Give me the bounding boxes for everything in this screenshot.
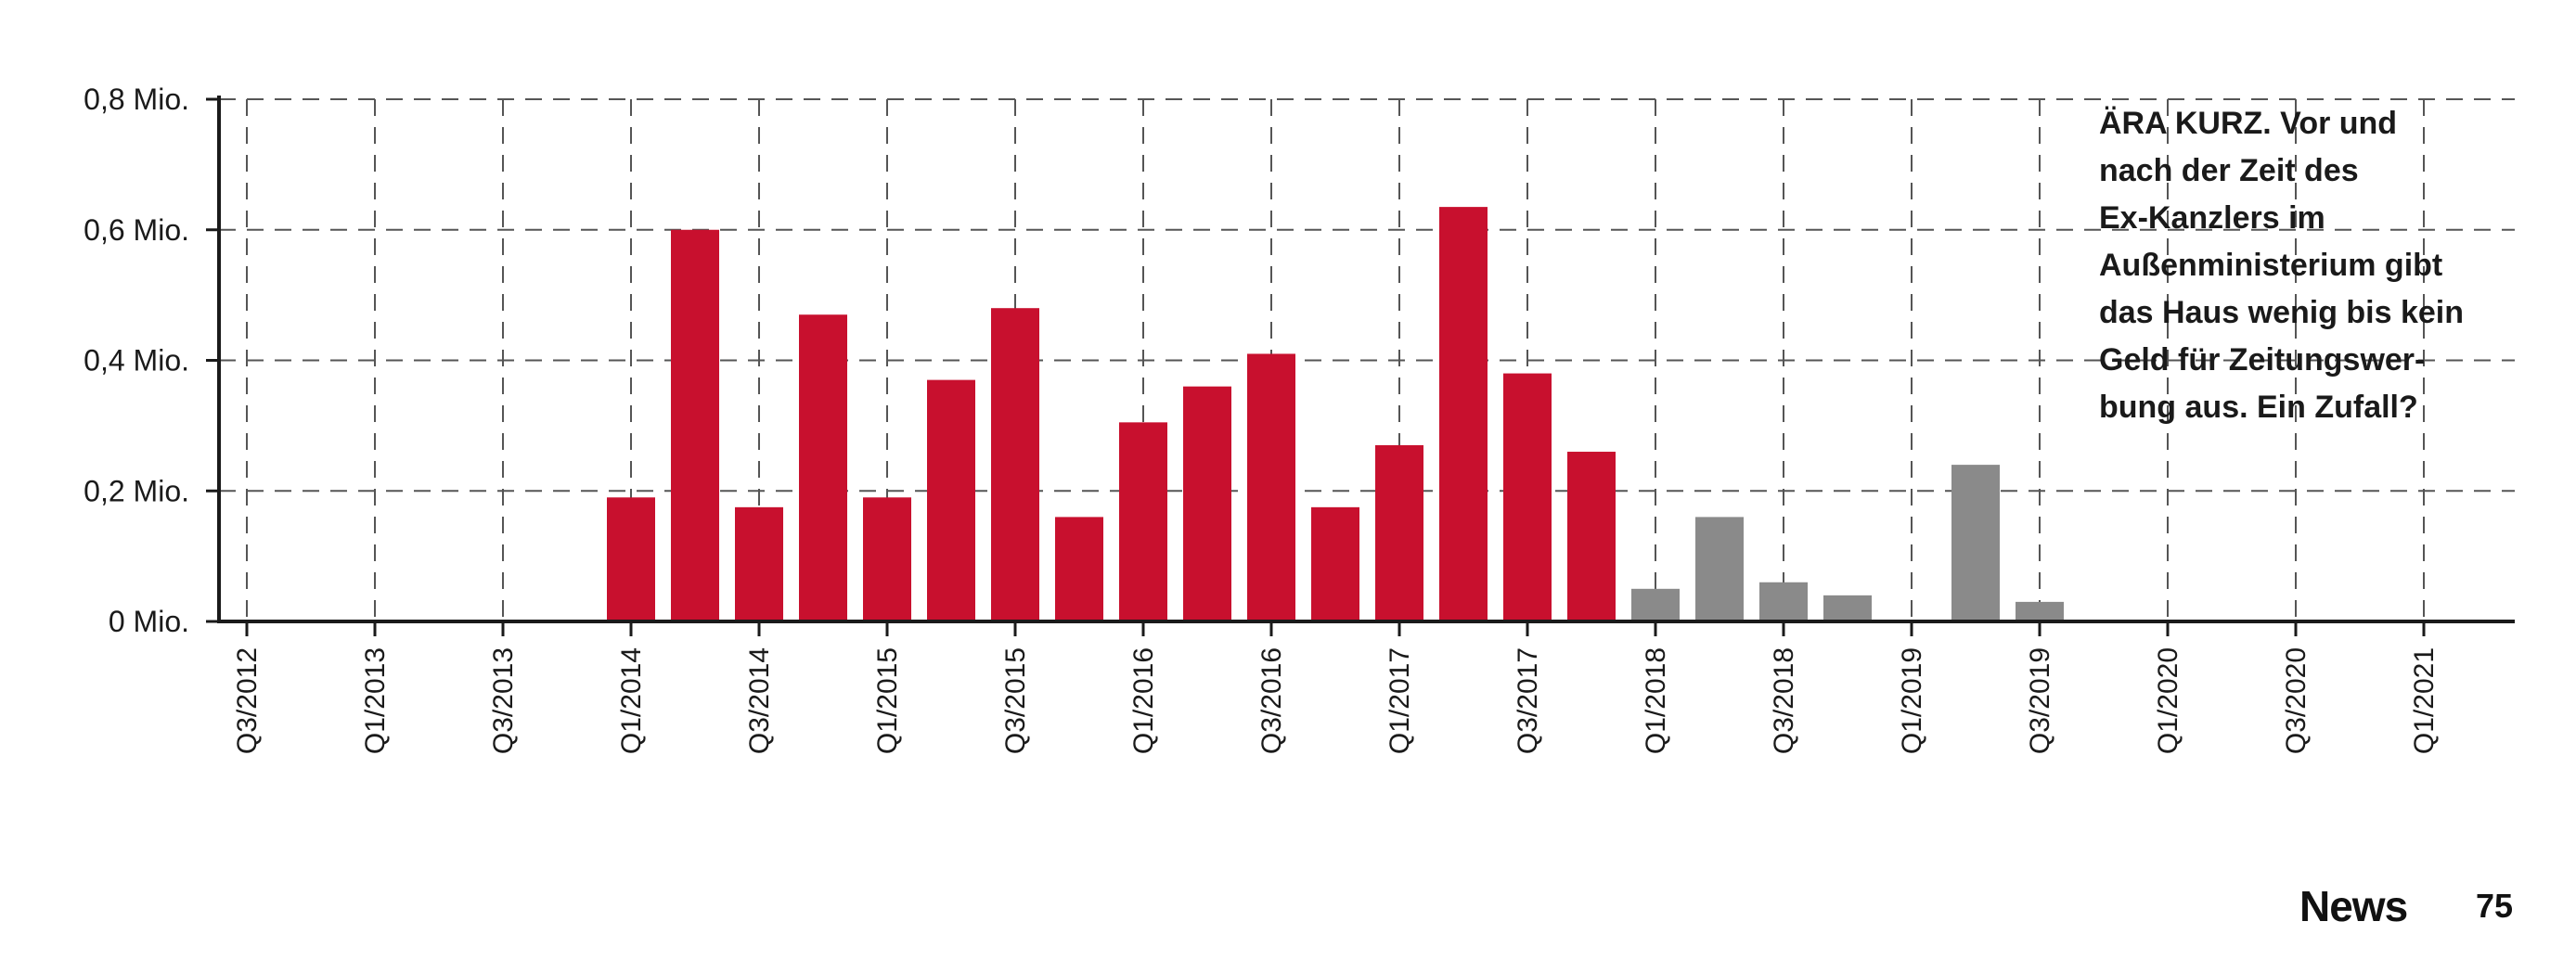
- y-tick-label: 0,8 Mio.: [84, 83, 189, 116]
- x-tick-label: Q1/2013: [360, 647, 391, 754]
- x-tick-label: Q3/2017: [1513, 647, 1543, 754]
- bar: [1311, 506, 1359, 621]
- x-tick-label: Q1/2015: [872, 647, 903, 754]
- caption-line: Außenministerium gibt: [2099, 248, 2443, 283]
- bar: [1439, 207, 1488, 621]
- x-tick-labels: Q3/2012 Q1/2013 Q3/2013 Q1/2014 Q3/2014 Q1/20…: [232, 647, 2440, 754]
- page-number: 75: [2476, 887, 2514, 925]
- x-tick-label: Q1/2021: [2409, 647, 2440, 754]
- bar: [991, 308, 1039, 621]
- bar: [1183, 386, 1231, 621]
- grid-lines: [219, 98, 2515, 621]
- y-tick-labels: 0 Mio. 0,2 Mio. 0,4 Mio. 0,6 Mio. 0,8 Mio.: [84, 83, 189, 638]
- bar: [927, 379, 975, 621]
- bar: [1119, 422, 1167, 621]
- y-tick-label: 0,4 Mio.: [84, 344, 189, 378]
- bars: [607, 207, 2064, 621]
- x-tick-label: Q1/2017: [1385, 647, 1415, 754]
- y-tick-label: 0,6 Mio.: [84, 213, 189, 247]
- x-tick-label: Q1/2014: [616, 647, 647, 754]
- x-tick-label: Q1/2018: [1641, 647, 1671, 754]
- caption-line: Ex-Kanzlers im: [2099, 200, 2325, 236]
- bar: [1951, 465, 2000, 621]
- bar: [671, 229, 719, 621]
- bar: [1695, 517, 1744, 621]
- bar: [1503, 373, 1552, 621]
- bar: [1567, 452, 1616, 621]
- caption-line: ÄRA KURZ. Vor und: [2099, 106, 2398, 141]
- caption-line: das Haus wenig bis kein: [2099, 295, 2465, 330]
- bar: [1631, 588, 1680, 621]
- y-tick-label: 0,2 Mio.: [84, 474, 189, 507]
- magazine-logo: News: [2299, 882, 2408, 930]
- x-tick-label: Q3/2019: [2025, 647, 2055, 754]
- x-tick-label: Q3/2013: [488, 647, 519, 754]
- caption-line: bung aus. Ein Zufall?: [2099, 390, 2418, 425]
- bar: [1823, 595, 1872, 621]
- bar: [735, 506, 783, 621]
- axes: [206, 96, 2515, 636]
- x-tick-label: Q3/2012: [232, 647, 263, 754]
- y-tick-label: 0 Mio.: [109, 605, 189, 638]
- x-tick-label: Q3/2018: [1769, 647, 1799, 754]
- bar: [607, 497, 655, 621]
- bar: [1055, 517, 1103, 621]
- bar: [1375, 444, 1423, 621]
- bar: [863, 497, 911, 621]
- bar: [2016, 601, 2064, 621]
- x-tick-label: Q3/2020: [2281, 647, 2312, 754]
- x-tick-label: Q1/2019: [1897, 647, 1927, 754]
- x-tick-label: Q1/2016: [1128, 647, 1159, 754]
- x-tick-label: Q3/2016: [1256, 647, 1287, 754]
- caption-line: nach der Zeit des: [2099, 153, 2359, 188]
- caption-line: Geld für Zeitungswer-: [2099, 342, 2426, 378]
- bar: [799, 314, 847, 621]
- x-tick-label: Q3/2014: [744, 647, 775, 754]
- x-tick-label: Q3/2015: [1000, 647, 1031, 754]
- x-tick-label: Q1/2020: [2153, 647, 2183, 754]
- bar: [1247, 353, 1295, 621]
- bar: [1759, 582, 1808, 621]
- chart-caption: ÄRA KURZ. Vor und nach der Zeit des Ex-K…: [2099, 100, 2535, 431]
